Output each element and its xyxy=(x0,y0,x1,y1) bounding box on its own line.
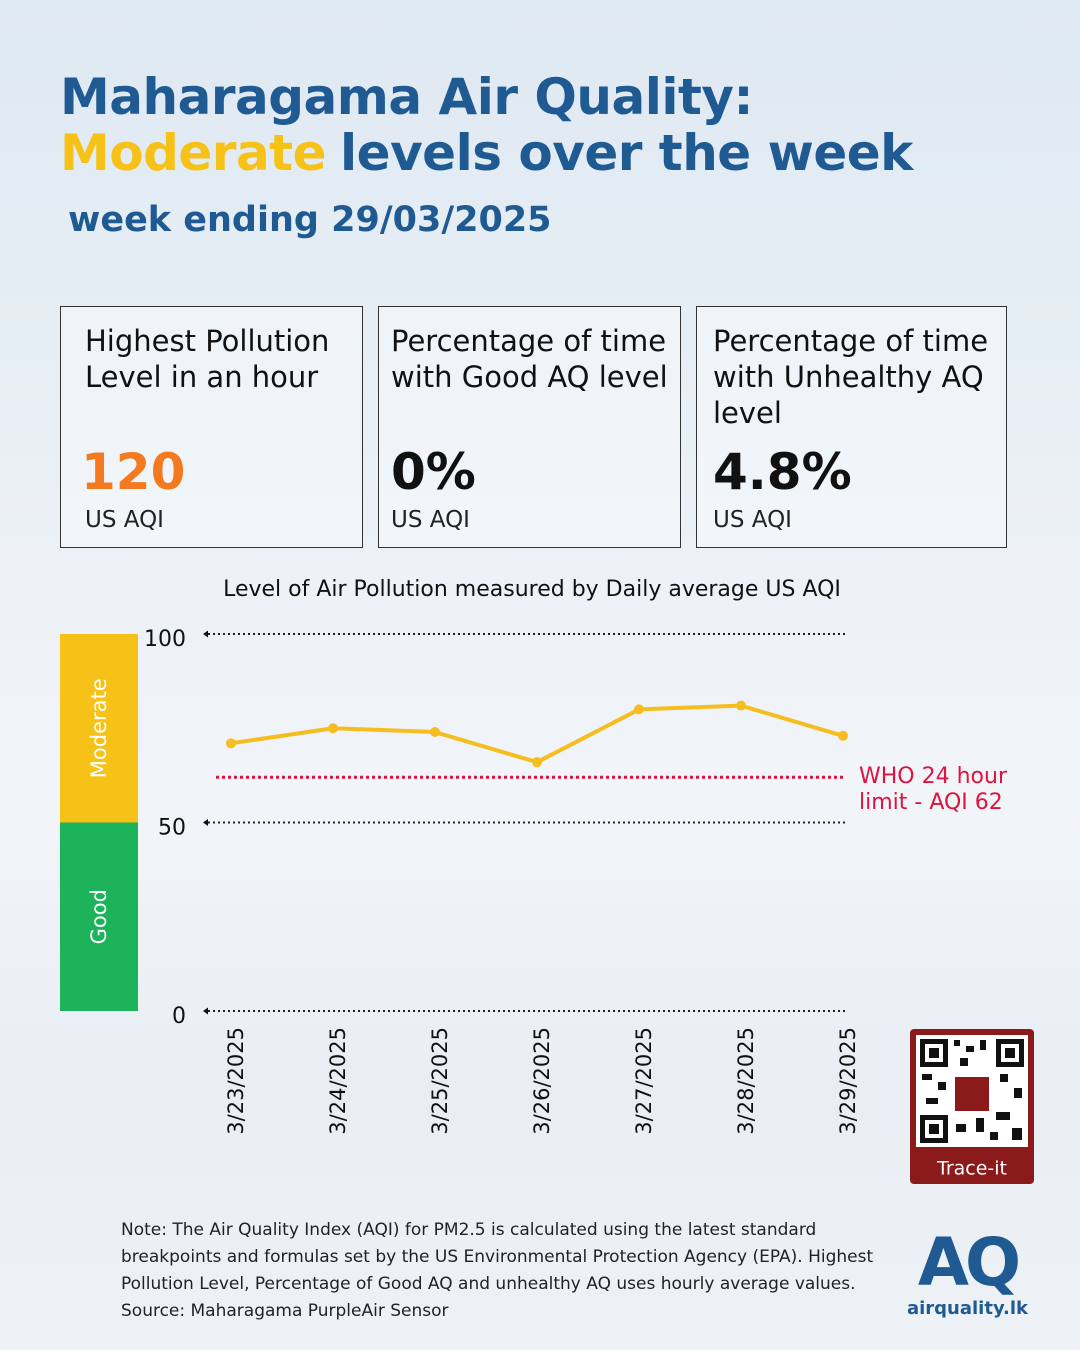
stat-card: Percentage of time with Unhealthy AQ lev… xyxy=(696,306,1007,548)
band xyxy=(60,634,138,823)
logo-site: airquality.lk xyxy=(906,1298,1029,1319)
stat-label: Percentage of time with Unhealthy AQ lev… xyxy=(713,324,989,430)
title-highlight: Moderate xyxy=(60,124,327,182)
stat-value: 0% xyxy=(391,443,476,501)
y-tick-label: 50 xyxy=(158,816,186,841)
data-point xyxy=(328,723,338,734)
data-point xyxy=(736,700,746,711)
title-rest: levels over the week xyxy=(340,124,913,182)
logo: AQ airquality.lk xyxy=(905,1224,1030,1320)
data-point xyxy=(634,704,644,715)
x-tick-label: 3/28/2025 xyxy=(734,1027,758,1135)
chart-title: Level of Air Pollution measured by Daily… xyxy=(223,577,841,602)
stat-label: Highest Pollution Level in an hour xyxy=(85,324,330,394)
data-point xyxy=(838,730,848,741)
band-label: Moderate xyxy=(87,678,111,778)
tick-marker xyxy=(203,1007,208,1015)
title: Maharagama Air Quality: xyxy=(60,68,754,126)
note: Note: The Air Quality Index (AQI) for PM… xyxy=(121,1220,874,1321)
data-point xyxy=(430,727,440,738)
band xyxy=(60,822,138,1011)
logo-mark: AQ xyxy=(917,1224,1021,1301)
subtitle: week ending 29/03/2025 xyxy=(68,200,552,240)
qr-code xyxy=(910,1029,1034,1184)
tick-marker xyxy=(203,630,208,638)
band-label: Good xyxy=(87,889,111,944)
stat-label: Percentage of time with Good AQ level xyxy=(391,324,668,394)
y-tick-label: 100 xyxy=(144,627,186,652)
x-tick-label: 3/29/2025 xyxy=(836,1027,860,1135)
x-tick-label: 3/24/2025 xyxy=(326,1027,350,1135)
data-point xyxy=(532,757,542,768)
stat-value: 120 xyxy=(81,443,186,501)
tick-marker xyxy=(203,819,208,826)
qr-label: Trace-it xyxy=(936,1158,1007,1180)
y-tick-label: 0 xyxy=(172,1004,186,1029)
stat-unit: US AQI xyxy=(391,507,470,533)
title: Moderate levels over the week xyxy=(60,124,913,182)
x-tick-label: 3/26/2025 xyxy=(530,1027,554,1135)
x-tick-label: 3/27/2025 xyxy=(632,1027,656,1135)
stat-unit: US AQI xyxy=(713,507,792,533)
x-tick-label: 3/23/2025 xyxy=(224,1027,248,1135)
data-line xyxy=(230,703,844,765)
reference-label: WHO 24 hour limit - AQI 62 xyxy=(859,764,1007,816)
stat-value: 4.8% xyxy=(713,443,852,501)
stat-card: Highest Pollution Level in an hour 120 U… xyxy=(60,306,363,548)
data-point xyxy=(226,738,236,749)
x-tick-label: 3/25/2025 xyxy=(428,1027,452,1135)
stat-unit: US AQI xyxy=(85,507,164,533)
stat-card: Percentage of time with Good AQ level 0%… xyxy=(378,306,681,548)
